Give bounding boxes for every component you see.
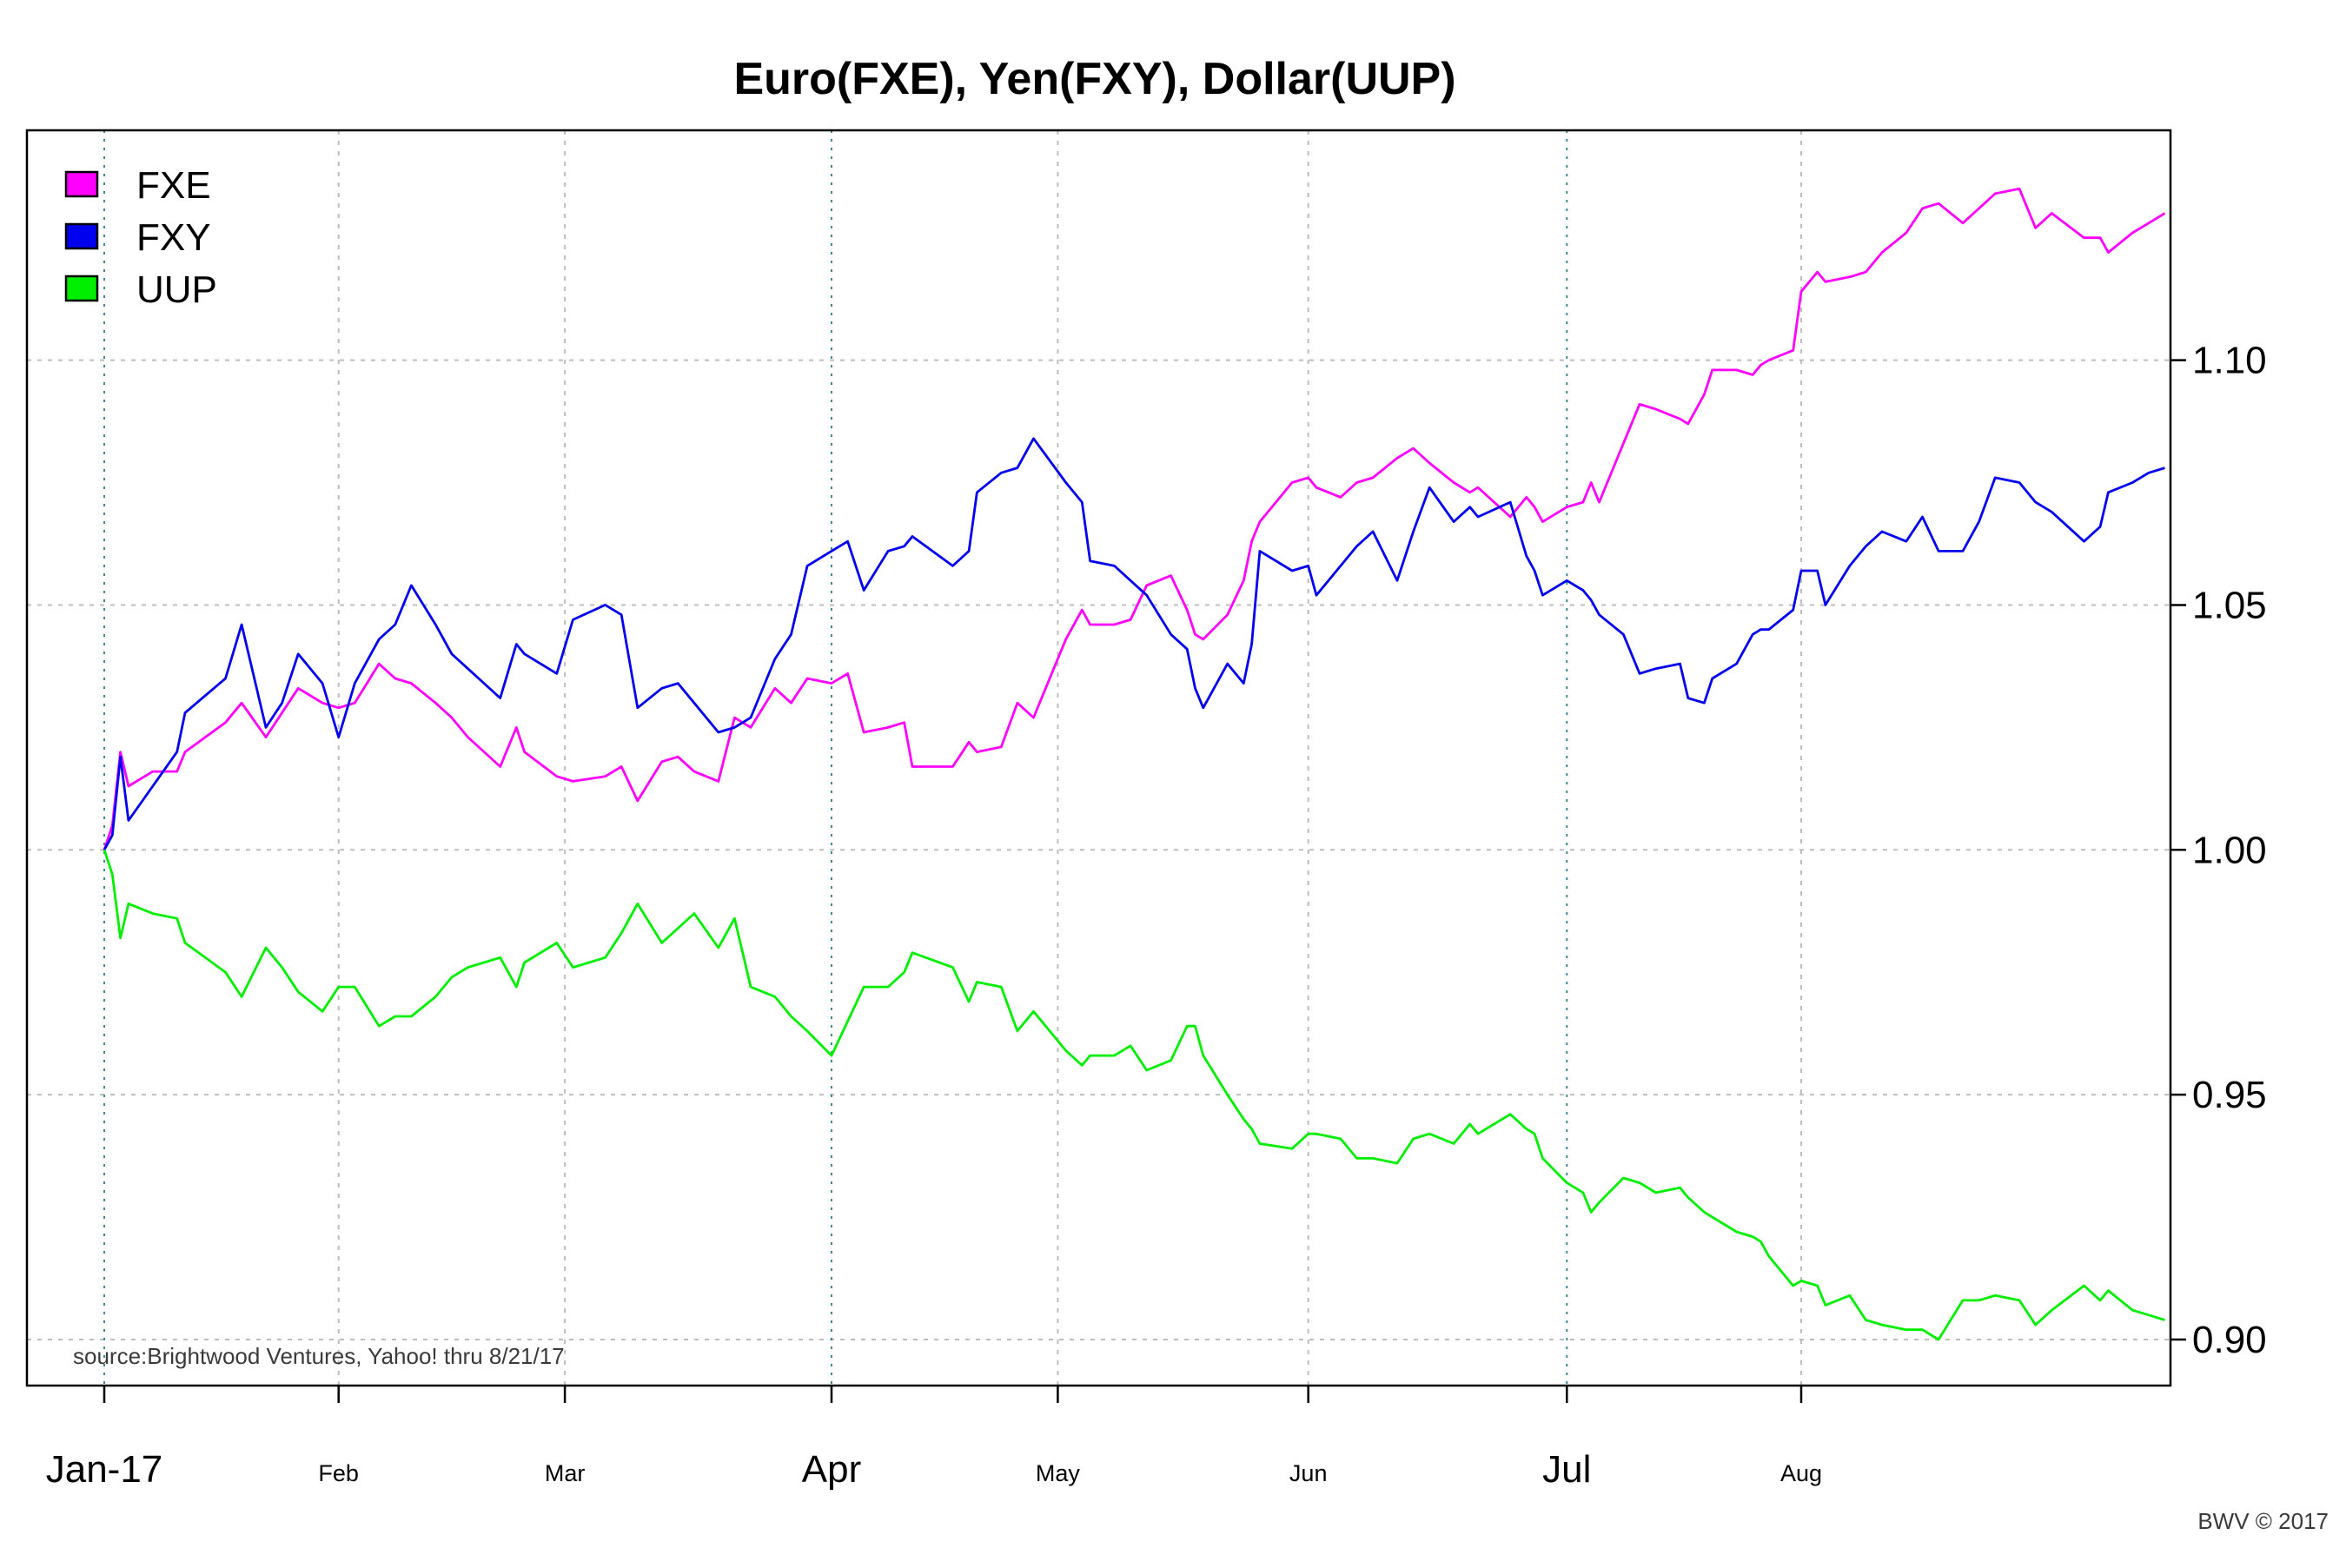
series-line-fxy: [103, 437, 2165, 850]
legend: FXE FXY UUP: [64, 164, 217, 311]
x-tick-label: Feb: [318, 1460, 359, 1486]
grid-lines: [27, 130, 2170, 1386]
y-tick-label: 0.95: [2192, 1074, 2267, 1116]
series-lines: [103, 187, 2166, 1341]
x-tick-label: Jul: [1542, 1448, 1591, 1491]
y-tick-label: 1.00: [2192, 829, 2267, 871]
legend-swatch-uup: [64, 275, 99, 302]
legend-swatch-fxy: [64, 222, 99, 250]
x-tick-label: Jun: [1289, 1460, 1328, 1486]
credit-note: BWV © 2017: [2197, 1508, 2329, 1534]
y-tick-label: 1.05: [2192, 584, 2267, 626]
source-note: source:Brightwood Ventures, Yahoo! thru …: [73, 1343, 565, 1369]
y-tick-label: 0.90: [2192, 1319, 2267, 1361]
y-axis: 0.90 0.95 1.00 1.05 1.10: [2170, 340, 2267, 1361]
series-line-uup: [103, 849, 2165, 1341]
x-tick-label: Mar: [545, 1460, 586, 1486]
legend-swatch-fxe: [64, 170, 99, 198]
legend-label: FXY: [136, 216, 211, 259]
chart-title: Euro(FXE), Yen(FXY), Dollar(UUP): [733, 54, 1455, 104]
x-axis: Jan-17 Feb Mar Apr May Jun Jul Aug: [46, 1386, 1822, 1491]
x-tick-label: Jan-17: [46, 1448, 163, 1491]
x-tick-label: Apr: [802, 1448, 861, 1491]
y-tick-label: 1.10: [2192, 340, 2267, 382]
series-line-fxe: [103, 187, 2166, 850]
legend-label: FXE: [136, 164, 211, 207]
x-tick-label: Aug: [1780, 1460, 1822, 1486]
legend-label: UUP: [136, 268, 217, 311]
x-tick-label: May: [1036, 1460, 1081, 1486]
plot-frame: [25, 129, 2172, 1387]
